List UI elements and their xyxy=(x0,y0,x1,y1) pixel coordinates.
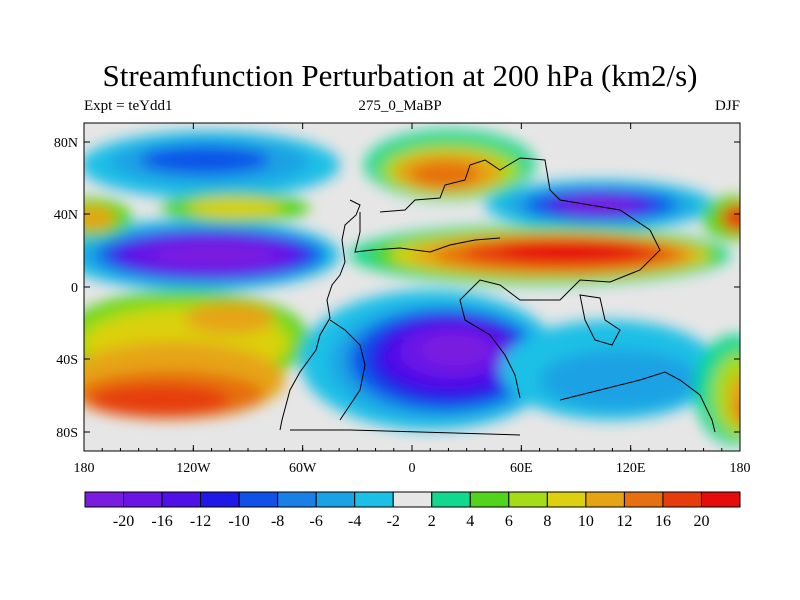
positive-cell-dateline-north xyxy=(84,196,740,240)
lon-label: 60E xyxy=(510,461,533,476)
negative-cell-arctic xyxy=(84,131,340,199)
colorbar-swatch xyxy=(662,491,702,508)
colorbar-swatch xyxy=(277,491,317,508)
coastline-americas xyxy=(279,199,361,431)
lon-label: 60W xyxy=(289,461,317,476)
colorbar-swatch xyxy=(546,491,587,508)
lat-label: 0 xyxy=(71,281,78,296)
negative-cell-south-atlantic-africa xyxy=(300,290,560,430)
colorbar-swatch xyxy=(585,491,625,508)
colorbar-swatch xyxy=(238,491,279,508)
coastline-africa-eurasia xyxy=(379,157,661,399)
lon-label: 180 xyxy=(74,461,95,476)
colorbar-swatch xyxy=(161,491,202,508)
colorbar-label: 8 xyxy=(543,513,551,530)
plot-title: Streamfunction Perturbation at 200 hPa (… xyxy=(102,58,698,93)
colorbar-label: 4 xyxy=(466,513,474,530)
colorbar-label: -10 xyxy=(228,513,249,530)
coastline-south-asia xyxy=(354,212,501,253)
colorbar-label: -20 xyxy=(113,513,134,530)
colorbar: -20 -16 -12 -10 -8 -6 -4 -2 2 4 6 8 10 12 16 20 xyxy=(84,491,741,530)
negative-cell-east-asia xyxy=(485,180,715,230)
colorbar-label: 16 xyxy=(655,513,671,530)
colorbar-swatch xyxy=(392,491,433,508)
coastline-south-america xyxy=(329,319,366,421)
negative-cell-north-atlantic xyxy=(84,219,340,291)
lon-label: 180 xyxy=(730,461,751,476)
positive-cell-south-pacific xyxy=(84,290,310,419)
lat-label: 40N xyxy=(54,208,78,223)
colorbar-swatch xyxy=(84,491,125,508)
colorbar-swatch xyxy=(469,491,510,508)
colorbar-swatch xyxy=(354,491,394,508)
contour-field xyxy=(84,123,740,451)
lon-label: 120E xyxy=(616,461,646,476)
colorbar-label: 6 xyxy=(505,513,513,530)
coastline-maritime-continent xyxy=(579,294,621,346)
map-axes: 80N 40N 0 40S 80S 180 120W 60W 0 60E 120E 180 xyxy=(54,123,751,476)
colorbar-swatch xyxy=(431,491,471,508)
coastline-australia xyxy=(559,371,716,433)
coastline-antarctica xyxy=(290,429,521,436)
lon-label: 0 xyxy=(409,461,416,476)
experiment-label: Expt = teYdd1 xyxy=(84,98,173,114)
season-label: DJF xyxy=(714,98,740,114)
colorbar-label: 20 xyxy=(693,513,709,530)
colorbar-swatch xyxy=(700,491,741,508)
colorbar-swatch xyxy=(315,491,356,508)
colorbar-swatch xyxy=(123,491,163,508)
lat-label: 40S xyxy=(56,353,78,368)
colorbar-label: 10 xyxy=(578,513,594,530)
colorbar-label: -16 xyxy=(151,513,172,530)
colorbar-label: -4 xyxy=(348,513,361,530)
colorbar-label: -2 xyxy=(387,513,400,530)
positive-cell-north-pacific-high-lat xyxy=(160,193,310,223)
lon-label: 120W xyxy=(176,461,211,476)
lat-label: 80N xyxy=(54,136,78,151)
colorbar-swatch xyxy=(623,491,664,508)
period-label: 275_0_MaBP xyxy=(358,98,442,114)
positive-cell-siberia xyxy=(365,130,535,200)
colorbar-swatch xyxy=(200,491,240,508)
lat-label: 80S xyxy=(56,426,78,441)
negative-cell-indian-ocean xyxy=(500,320,720,420)
colorbar-label: -8 xyxy=(271,513,284,530)
coastline-outline xyxy=(279,157,716,436)
colorbar-swatch xyxy=(508,491,548,508)
colorbar-label: -12 xyxy=(190,513,211,530)
colorbar-label: -6 xyxy=(310,513,323,530)
colorbar-label: 2 xyxy=(428,513,436,530)
positive-cell-asia xyxy=(350,225,730,285)
positive-cell-south-dateline xyxy=(695,335,740,445)
colorbar-label: 12 xyxy=(616,513,632,530)
